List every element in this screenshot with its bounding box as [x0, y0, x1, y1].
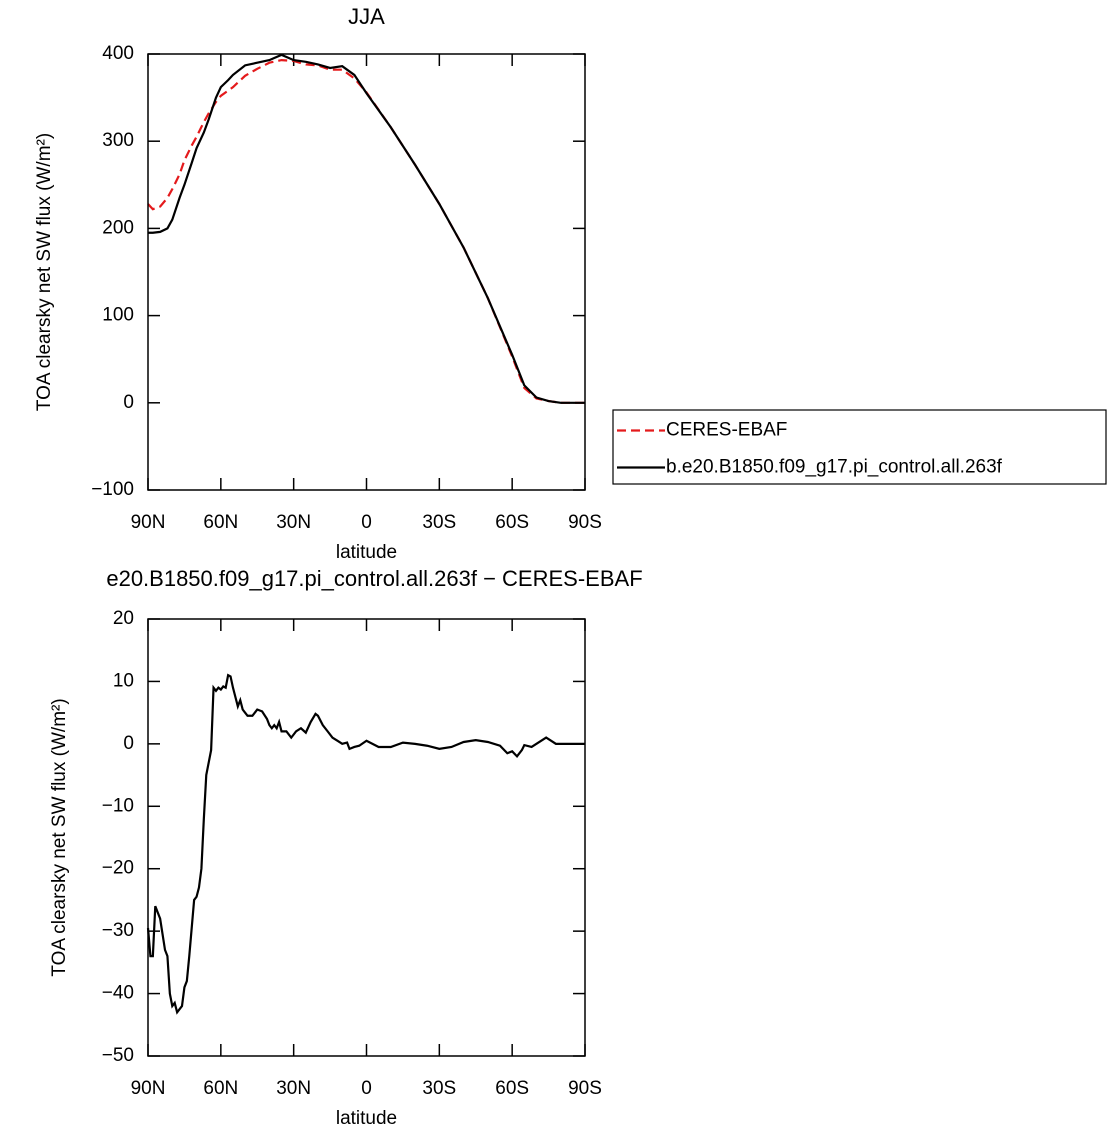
- y-tick-label: 400: [102, 43, 134, 64]
- data-line: [146, 673, 585, 1015]
- x-tick-label: 30N: [276, 1078, 311, 1099]
- x-tick-label: 60S: [495, 512, 529, 533]
- y-tick-label: −40: [102, 983, 134, 1004]
- data-line: [147, 58, 585, 404]
- x-tick-label: 30S: [422, 512, 456, 533]
- y-tick-label: −20: [102, 858, 134, 879]
- y-tick-label: 300: [102, 130, 134, 151]
- x-tick-label: 30N: [276, 512, 311, 533]
- y-tick-label: −100: [91, 479, 134, 500]
- y-tick-label: 20: [113, 608, 134, 629]
- y-tick-label: −10: [102, 795, 134, 816]
- x-tick-label: 60N: [203, 512, 238, 533]
- x-tick-label: 60S: [495, 1078, 529, 1099]
- x-tick-label: 60N: [203, 1078, 238, 1099]
- x-tick-label: 0: [361, 512, 372, 533]
- y-tick-label: 10: [113, 670, 134, 691]
- legend-label: b.e20.B1850.f09_g17.pi_control.all.263f: [666, 457, 1003, 478]
- data-line: [148, 53, 585, 404]
- y-tick-label: 200: [102, 217, 134, 238]
- y-tick-label: −50: [102, 1045, 134, 1066]
- x-tick-label: 90N: [131, 512, 166, 533]
- x-axis-label: latitude: [336, 1108, 397, 1129]
- chart-title: JJA: [348, 4, 385, 29]
- x-tick-label: 0: [361, 1078, 372, 1099]
- legend-box: [612, 409, 1107, 485]
- y-tick-label: 0: [123, 392, 134, 413]
- y-axis-label: TOA clearsky net SW flux (W/m²): [34, 133, 55, 411]
- x-tick-label: 90N: [131, 1078, 166, 1099]
- y-tick-label: −30: [102, 920, 134, 941]
- y-tick-label: 100: [102, 305, 134, 326]
- plot-frame: [147, 53, 586, 491]
- x-axis-label: latitude: [336, 542, 397, 563]
- legend-label: CERES-EBAF: [666, 420, 787, 441]
- x-tick-label: 90S: [568, 512, 602, 533]
- y-axis-label: TOA clearsky net SW flux (W/m²): [49, 698, 70, 976]
- y-tick-label: 0: [123, 733, 134, 754]
- chart-title: e20.B1850.f09_g17.pi_control.all.263f − …: [106, 566, 642, 591]
- x-tick-label: 90S: [568, 1078, 602, 1099]
- plot-frame: [147, 618, 586, 1057]
- x-tick-label: 30S: [422, 1078, 456, 1099]
